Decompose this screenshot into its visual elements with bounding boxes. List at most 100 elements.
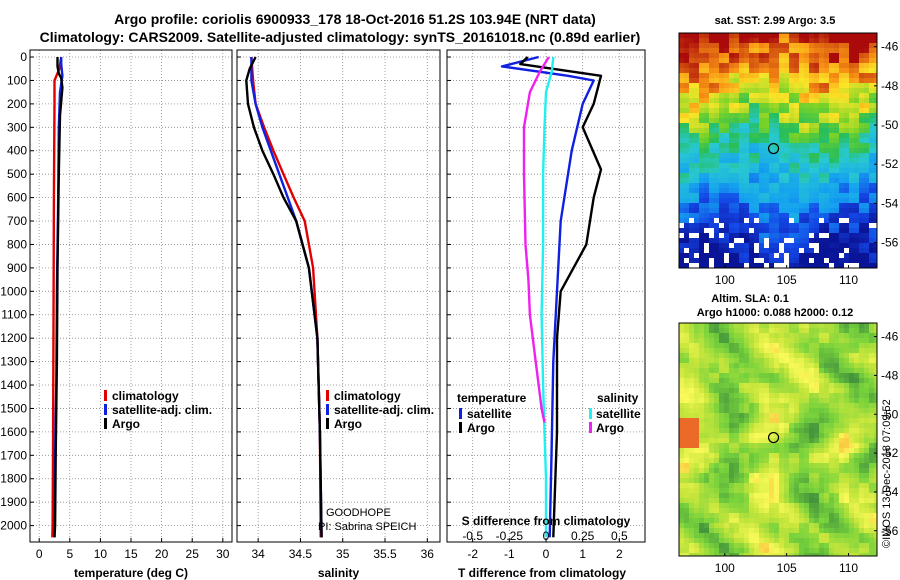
map-cell [719,128,724,133]
map-cell [809,178,814,183]
map-cell [724,238,729,243]
map-cell [809,48,814,53]
map-cell [769,443,774,448]
map-cell [779,493,784,498]
depth-tick-label: 200 [7,97,27,111]
map-cell [719,368,724,373]
map-cell [799,423,804,428]
map-cell [774,208,779,213]
map-cell [789,438,794,443]
map-cell [749,378,754,383]
map-cell [684,373,689,378]
map-cell [869,493,874,498]
map-cell [729,103,734,108]
map-cell [724,193,729,198]
map-cell [854,253,859,258]
map-cell [734,353,739,358]
map-cell [754,468,759,473]
map-cell [769,253,774,258]
map-cell [859,538,864,543]
map-cell [729,208,734,213]
map-cell [779,98,784,103]
map-cell [774,148,779,153]
map-cell [829,418,834,423]
map-cell [854,68,859,73]
map-cell [774,408,779,413]
map-cell [869,418,874,423]
map-cell [829,213,834,218]
map-cell [704,353,709,358]
map-cell [834,408,839,413]
map-cell [684,428,689,433]
map-cell [709,193,714,198]
map-cell [734,138,739,143]
map-cell [839,523,844,528]
map-cell [789,428,794,433]
map-cell [689,83,694,88]
map-cell [799,38,804,43]
map-cell [729,33,734,38]
x-tick-label: 0 [36,547,43,561]
map-cell [774,453,779,458]
map-cell [834,368,839,373]
legend-label: Argo [596,421,624,435]
map-cell [799,203,804,208]
map-cell [699,238,704,243]
map-cell [849,438,854,443]
map-cell [794,43,799,48]
map-cell [844,213,849,218]
map-cell [769,473,774,478]
map-cell [779,133,784,138]
map-cell [714,468,719,473]
map-cell [719,103,724,108]
map-cell [729,338,734,343]
map-cell [809,428,814,433]
map-cell [754,43,759,48]
map-cell [749,108,754,113]
map-cell [844,368,849,373]
map-cell [734,168,739,173]
map-cell [859,173,864,178]
map-cell [819,123,824,128]
map-cell [774,173,779,178]
map-cell [694,118,699,123]
map-cell [709,543,714,548]
map-cell [849,343,854,348]
map-cell [804,323,809,328]
map-cell [859,458,864,463]
map-cell [854,183,859,188]
map-cell [824,503,829,508]
map-cell [694,63,699,68]
map-cell [699,258,704,263]
map-cell [814,263,819,268]
map-cell [839,33,844,38]
map-cell [854,113,859,118]
map-cell [719,508,724,513]
map-cell [699,498,704,503]
map-cell [819,353,824,358]
map-cell [754,258,759,263]
map-cell [739,473,744,478]
map-cell [704,533,709,538]
map-cell [759,378,764,383]
map-cell [769,128,774,133]
map-cell [794,353,799,358]
map-cell [749,533,754,538]
map-cell [764,43,769,48]
map-cell [839,78,844,83]
map-cell [804,38,809,43]
map-cell [804,368,809,373]
map-cell [764,323,769,328]
map-cell [864,98,869,103]
map-cell [794,458,799,463]
map-cell [699,73,704,78]
map-cell [859,223,864,228]
map-cell [779,83,784,88]
map-cell [834,378,839,383]
map-cell [864,208,869,213]
map-cell [864,263,869,268]
map-cell [789,343,794,348]
map-cell [809,113,814,118]
map-cell [834,178,839,183]
map-cell [789,83,794,88]
